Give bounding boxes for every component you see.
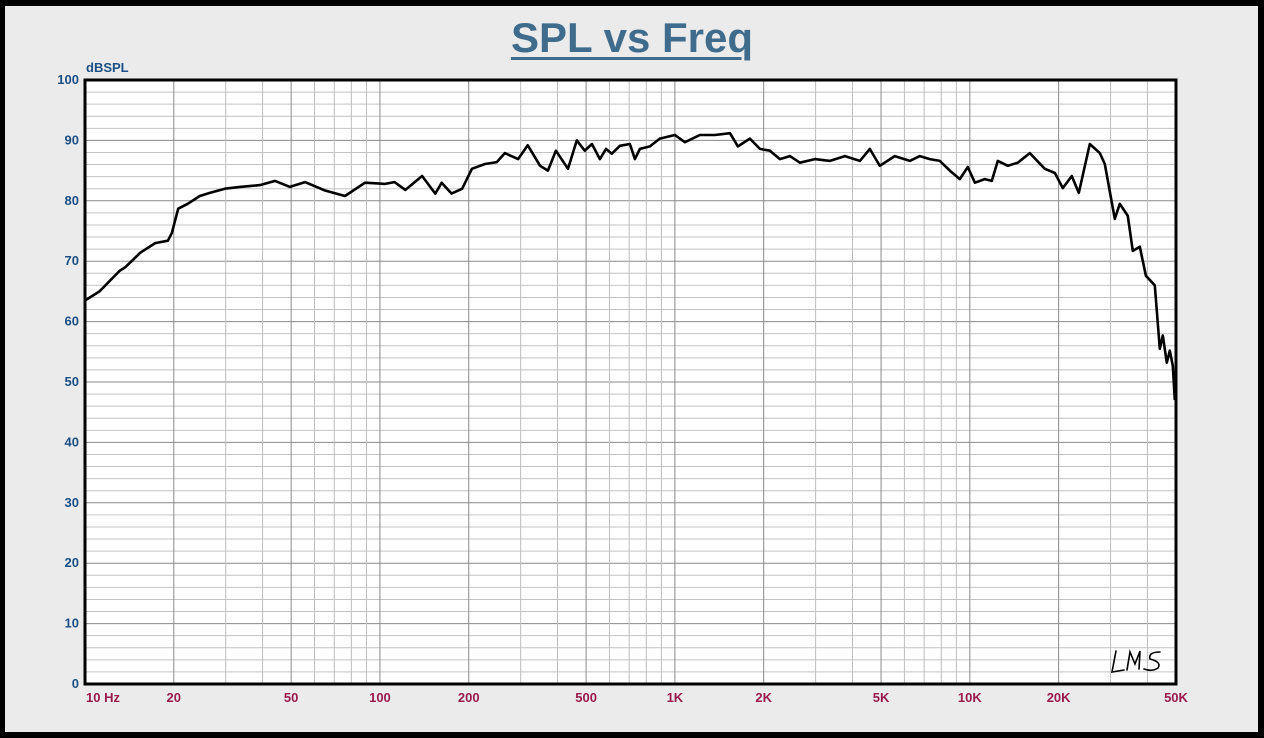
lms-watermark [1110,649,1161,673]
y-tick-label: 10 [65,616,79,631]
x-tick-label: 20 [167,690,181,705]
x-tick-label: 10K [958,690,982,705]
x-tick-label: 10 Hz [86,690,120,705]
y-tick-label: 60 [65,314,79,329]
watermark-stroke [1126,649,1141,671]
chart-title: SPL vs Freq [511,14,753,61]
x-tick-label: 2K [755,690,772,705]
x-tick-label: 1K [667,690,684,705]
y-tick-label: 80 [65,193,79,208]
x-tick-label: 50K [1164,690,1188,705]
x-tick-label: 5K [873,690,890,705]
y-axis-label: dBSPL [86,60,129,75]
y-tick-label: 100 [57,72,79,87]
y-tick-label: 50 [65,374,79,389]
watermark-stroke [1143,651,1161,672]
spl-curve [84,131,1177,401]
watermark-stroke [1110,650,1125,673]
x-tick-label: 20K [1047,690,1071,705]
x-tick-label: 200 [458,690,480,705]
y-tick-label: 40 [65,434,79,449]
y-tick-label: 20 [65,555,79,570]
y-tick-label: 30 [65,495,79,510]
plot-frame [83,78,1178,686]
x-tick-label: 100 [369,690,391,705]
x-tick-label: 50 [284,690,298,705]
x-tick-label: 500 [575,690,597,705]
y-tick-label: 0 [72,676,79,691]
y-tick-label: 90 [65,132,79,147]
y-tick-label: 70 [65,253,79,268]
